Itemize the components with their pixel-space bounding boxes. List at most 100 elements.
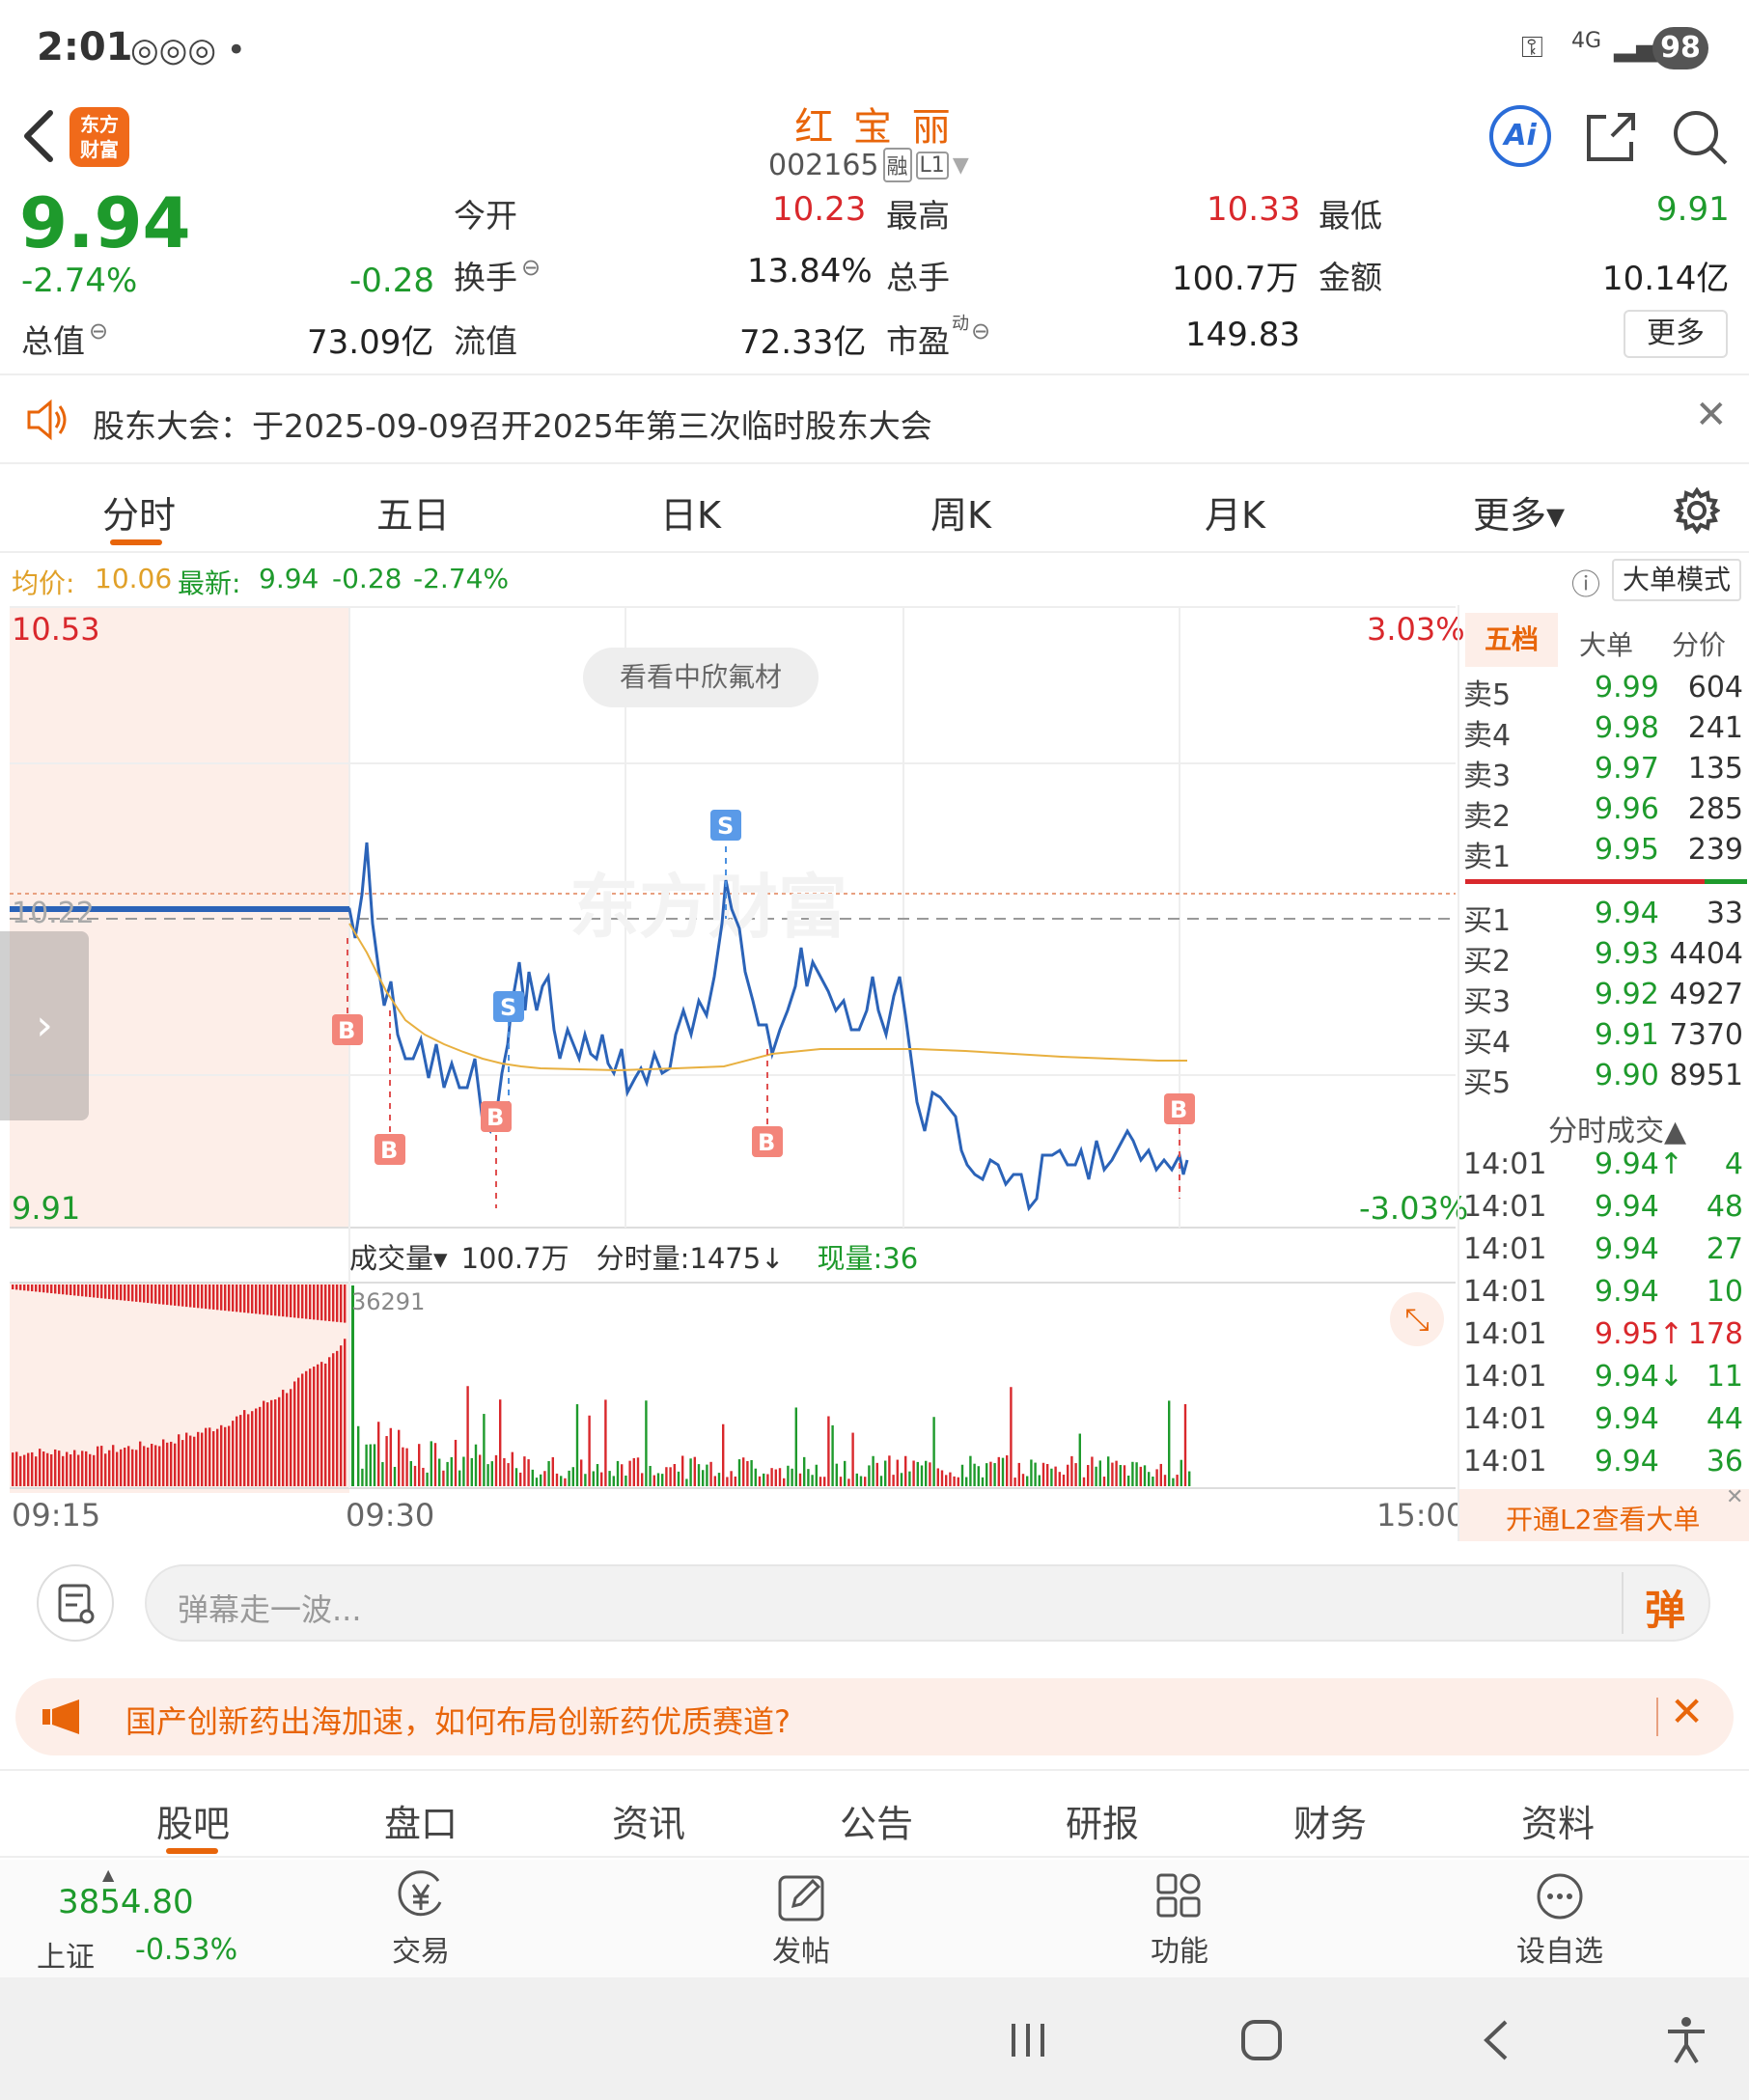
level-label: 买2 [1463,945,1512,979]
side-expand-button[interactable]: › [0,931,89,1120]
share-icon[interactable] [1583,109,1639,165]
trade-button[interactable]: 交易 [373,1869,469,1970]
info-icon[interactable]: ⊖ [89,318,109,345]
volume-value: 100.7万 [1172,260,1299,298]
pe-value: 149.83 [1185,316,1300,354]
trade-time: 14:01 [1463,1360,1547,1394]
volume-bar [555,1473,559,1486]
volume-bar [1172,1478,1175,1486]
tab-big-order[interactable]: 大单 [1579,629,1634,661]
index-widget[interactable]: ▲ 3854.80 上证 -0.53% [19,1865,251,1975]
related-stock-banner[interactable]: 看看中欣氟材 [583,648,819,707]
average-price-line [348,923,1187,1072]
tab-monthly-k[interactable]: 月K [1205,494,1265,537]
search-icon[interactable] [1670,107,1730,167]
volume-bar [35,1456,38,1486]
volume-bar [369,1444,372,1486]
level-volume: 285 [1687,792,1743,826]
trade-volume: 10 [1706,1275,1743,1309]
tab-forum[interactable]: 股吧 [156,1803,231,1845]
tab-profile[interactable]: 资料 [1521,1803,1596,1845]
volume-bar [811,1475,814,1486]
tab-order-book[interactable]: 盘口 [384,1803,458,1845]
home-icon[interactable] [1237,2016,1286,2064]
volume-bar [584,1474,587,1486]
post-button[interactable]: 发帖 [753,1869,849,1970]
tab-announcements[interactable]: 公告 [840,1803,914,1845]
stock-code-row[interactable]: 002165 融 L1 ▼ [768,146,969,184]
volume-bar [1143,1465,1147,1486]
close-icon[interactable]: ✕ [1695,393,1728,437]
volume-bar [422,1467,425,1486]
more-button[interactable]: 更多 [1624,310,1728,358]
gear-icon[interactable] [1674,487,1720,534]
volume-bar [85,1451,88,1486]
level-volume: 4404 [1669,937,1743,971]
danmaku-input[interactable]: 弹幕走一波... 弹 [145,1564,1710,1642]
big-order-mode-button[interactable]: 大单模式 [1612,559,1741,601]
function-button[interactable]: 功能 [1131,1869,1228,1970]
content-tab-bar: 股吧 盘口 资讯 公告 研报 财务 资料 [0,1769,1749,1858]
tab-daily-k[interactable]: 日K [660,494,721,537]
volume-bar [685,1478,688,1486]
current-volume: 现量:36 [817,1242,919,1275]
volume-bar [247,1285,250,1313]
back-nav-icon[interactable] [1473,2016,1521,2064]
trade-label: 交易 [392,1935,450,1969]
volume-bar [154,1445,157,1486]
volume-selector[interactable]: 成交量▾ [349,1242,448,1275]
ai-button[interactable]: Ai [1489,105,1551,167]
back-icon[interactable] [19,107,58,165]
tab-intraday[interactable]: 分时 [102,494,177,537]
tab-five-day[interactable]: 五日 [376,494,451,537]
trades-title[interactable]: 分时成交▲ [1548,1115,1687,1148]
accessibility-icon[interactable] [1662,2014,1710,2066]
danmaku-settings-icon[interactable] [37,1564,114,1642]
time-axis-start: 09:15 [12,1497,101,1534]
volume-bar [722,1423,725,1486]
volume-bar [69,1285,72,1296]
volume-bar [147,1447,150,1486]
tab-finance[interactable]: 财务 [1293,1803,1368,1845]
volume-bar [827,1416,830,1486]
tab-news[interactable]: 资讯 [612,1803,686,1845]
info-icon[interactable]: ⊖ [521,254,541,281]
volume-bar [665,1467,668,1486]
notice-bar[interactable]: 股东大会：于2025-09-09召开2025年第三次临时股东大会 ✕ [0,377,1749,464]
tab-five-level[interactable]: 五档 [1465,613,1558,667]
info-icon[interactable]: ⊖ [971,318,991,345]
volume-bar [255,1285,258,1314]
trade-price: 9.94 [1595,1232,1659,1266]
volume-bar [1091,1456,1094,1486]
intraday-chart[interactable]: 东方财富 B B B S S B B 10.53 9.91 3.03% -3.0… [0,605,1468,1541]
volume-bar [993,1463,996,1486]
volume-bar [1139,1466,1142,1486]
promo-banner[interactable]: 国产创新药出海加速，如何布局创新药优质赛道? ✕ [15,1678,1734,1755]
volume-bar [486,1464,489,1486]
low-value: 9.91 [1656,190,1730,229]
add-watchlist-button[interactable]: 设自选 [1512,1869,1608,1970]
trade-time: 14:01 [1463,1190,1547,1224]
recent-apps-icon[interactable] [1004,2016,1052,2064]
volume-bar [636,1457,640,1486]
close-icon[interactable]: ✕ [1670,1688,1705,1735]
tab-price-distribution[interactable]: 分价 [1672,629,1727,661]
megaphone-icon [42,1699,79,1734]
level-volume: 604 [1687,671,1743,705]
help-icon[interactable]: ⓘ [1571,568,1600,602]
bid-row: 买5 9.90 8951 [1459,1059,1749,1100]
volume-bar [742,1457,745,1486]
volume-bar [669,1467,672,1486]
expand-icon[interactable]: ⤡ [1390,1292,1444,1346]
tab-weekly-k[interactable]: 周K [930,494,991,537]
volume-bar [580,1459,583,1486]
close-icon[interactable]: ✕ [1726,1485,1744,1509]
tab-more[interactable]: 更多▾ [1473,494,1566,537]
tab-research[interactable]: 研报 [1066,1803,1140,1845]
danmaku-send-button[interactable]: 弹 [1645,1587,1686,1634]
volume-bar [986,1463,988,1486]
level-volume: 8951 [1669,1059,1743,1092]
volume-bar [474,1444,478,1486]
l2-promo-bar[interactable]: 开通L2查看大单 ✕ [1459,1485,1749,1541]
level-price: 9.95 [1595,833,1659,867]
